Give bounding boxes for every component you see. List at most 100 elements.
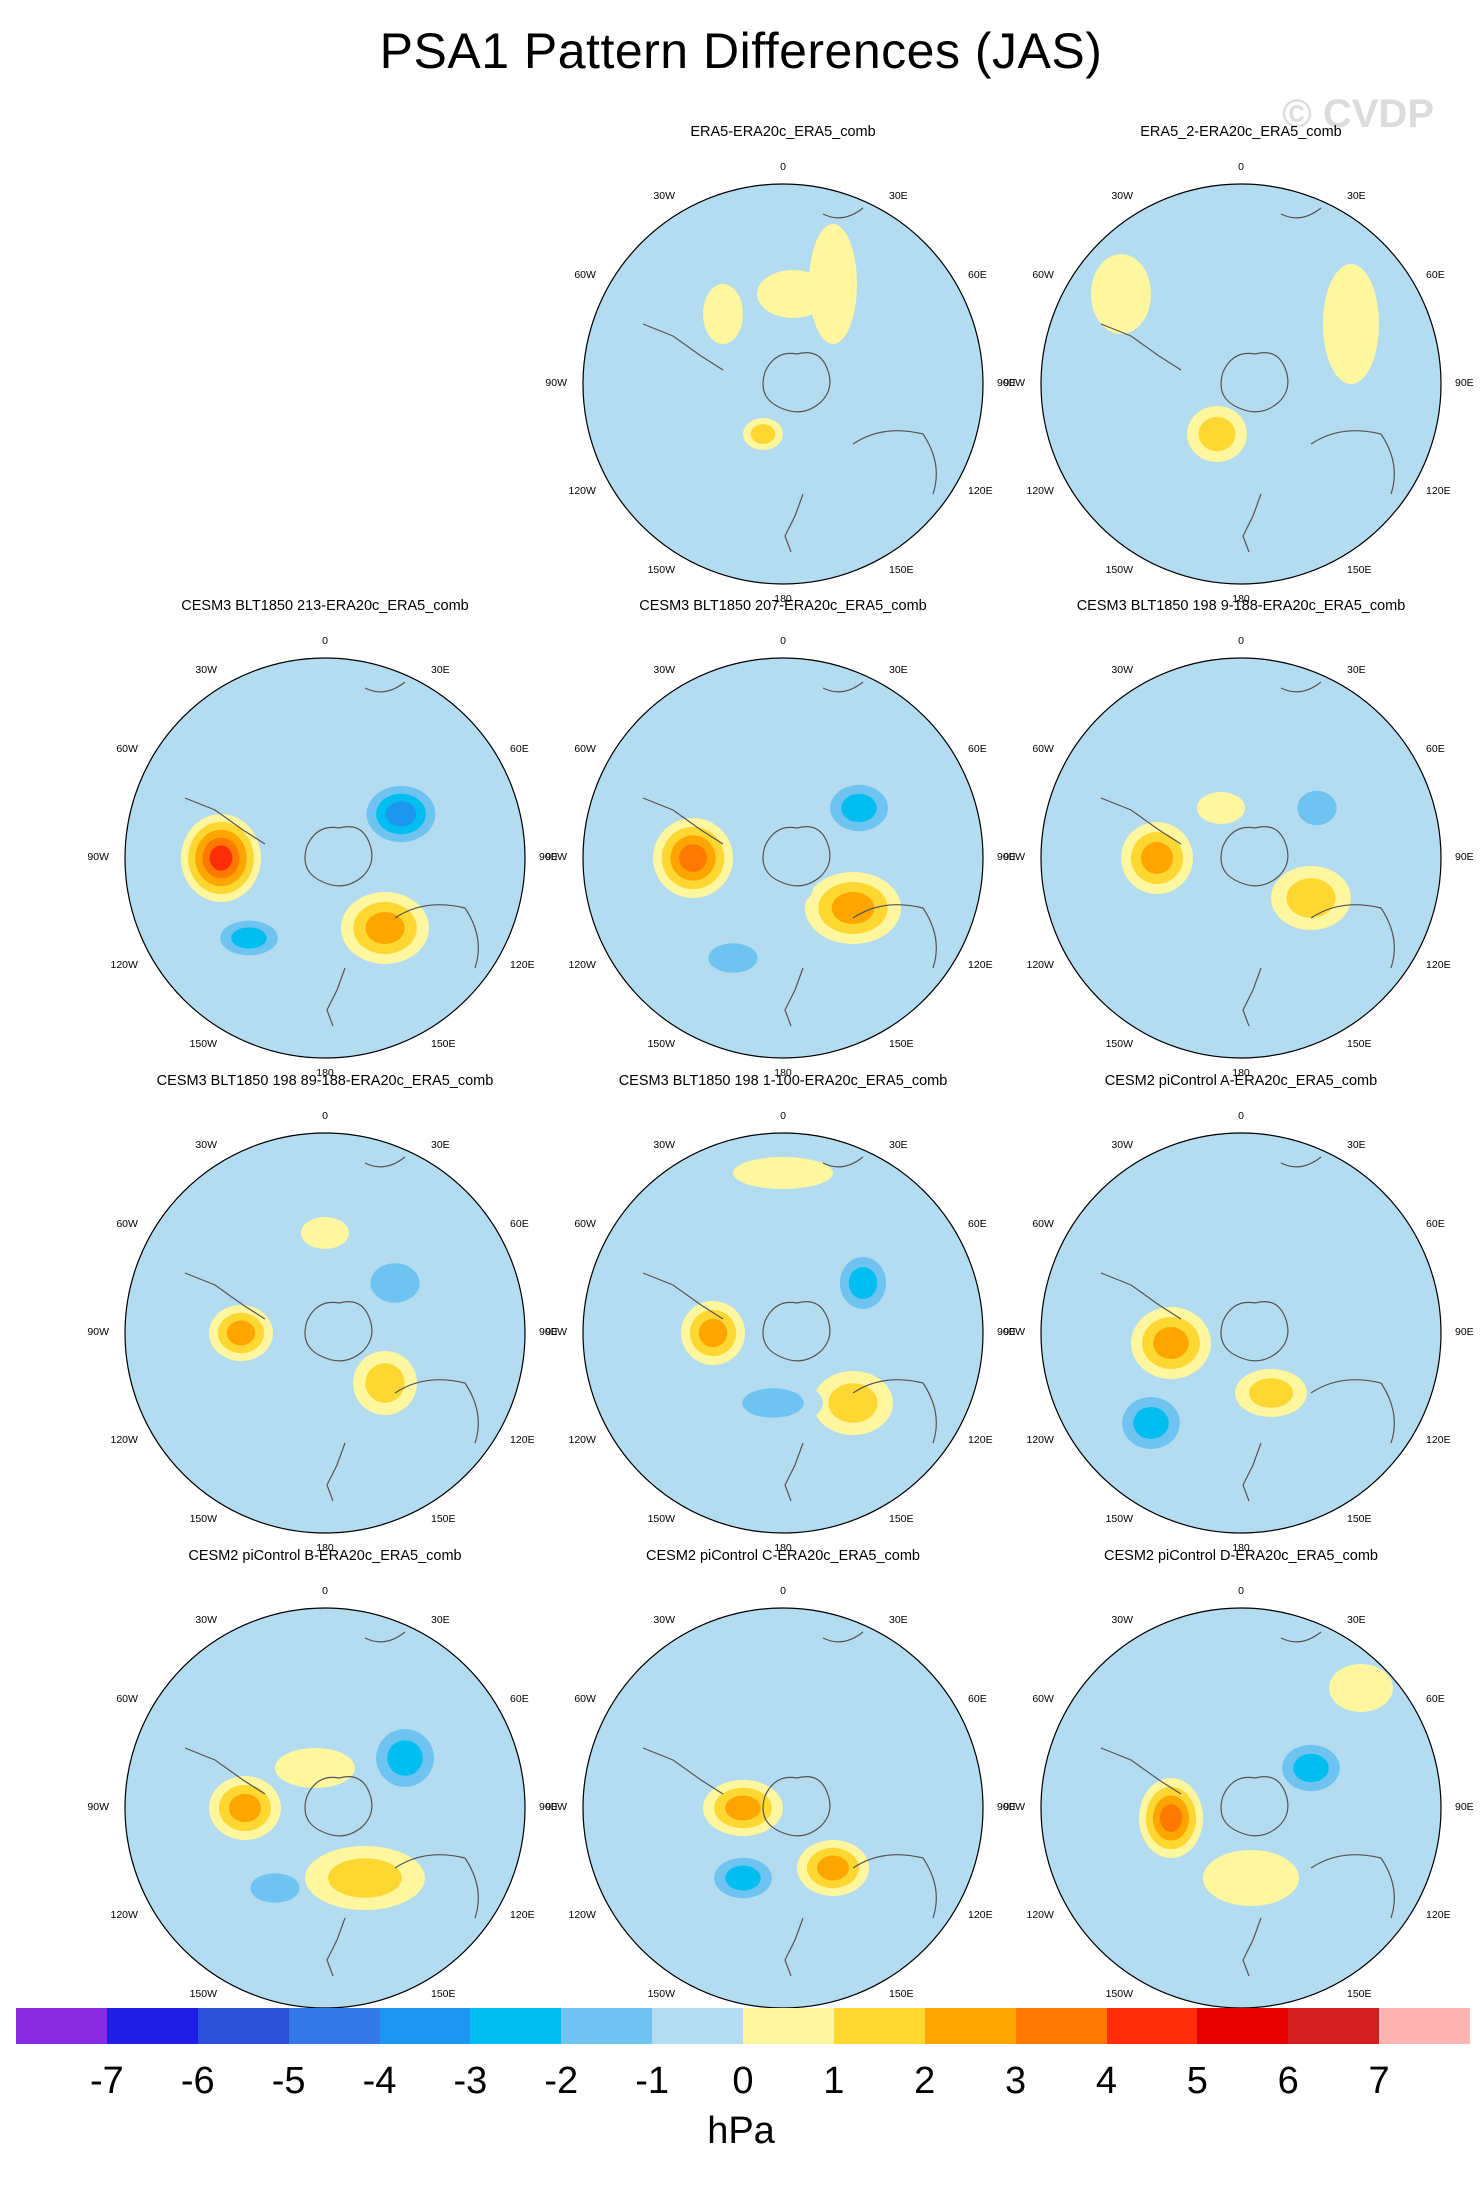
longitude-label: 30E <box>431 663 450 676</box>
longitude-label: 180 <box>774 1067 792 1079</box>
longitude-label: 150E <box>1347 1038 1372 1051</box>
longitude-label: 90E <box>997 377 1016 389</box>
longitude-label: 90W <box>1003 1801 1025 1813</box>
colorbar-tick-label: 5 <box>1186 2060 1208 2102</box>
longitude-label: 30E <box>889 1613 908 1626</box>
colorbar-tick-label: 4 <box>1095 2060 1118 2102</box>
longitude-label: 60W <box>1032 1693 1054 1705</box>
polar-map <box>582 1607 984 2009</box>
anomaly-contour <box>1157 914 1245 962</box>
longitude-label: 30E <box>1347 663 1366 676</box>
coastline <box>1100 207 1395 553</box>
map-border <box>1040 1132 1442 1534</box>
longitude-label: 90E <box>1455 1326 1474 1338</box>
longitude-label: 0 <box>322 1110 328 1122</box>
colorbar-swatch <box>379 2008 471 2044</box>
anomaly-contour <box>1159 1804 1183 1832</box>
longitude-label: 120E <box>510 959 535 971</box>
colorbar-swatch <box>1379 2008 1470 2044</box>
map-border <box>582 1132 984 1534</box>
colorbar-tick-label: -5 <box>271 2060 306 2102</box>
colorbar-swatch <box>1288 2008 1380 2044</box>
longitude-label: 60E <box>968 269 987 281</box>
longitude-label: 60W <box>574 1693 596 1705</box>
panel-title: CESM3 BLT1850 207-ERA20c_ERA5_comb <box>639 598 927 614</box>
longitude-label: 30E <box>889 189 908 202</box>
anomaly-contour <box>733 1157 833 1189</box>
panel-title: CESM3 BLT1850 198 9-188-ERA20c_ERA5_comb <box>1076 598 1406 614</box>
longitude-label: 150W <box>647 1038 675 1051</box>
anomaly-contour <box>698 1318 728 1348</box>
longitude-label: 90W <box>545 377 567 389</box>
anomaly-contour <box>265 758 305 798</box>
longitude-label: 120W <box>568 959 596 971</box>
longitude-label: 0 <box>1238 635 1244 647</box>
map-panel: CESM2 piControl D-ERA20c_ERA5_comb 0 30E 60… <box>1003 1548 1476 2029</box>
map-border <box>1040 657 1442 1059</box>
map-panel: CESM3 BLT1850 207-ERA20c_ERA5_comb 0 30E 60… <box>545 598 1018 1079</box>
longitude-label: 90E <box>1455 851 1474 863</box>
anomaly-contour <box>365 912 405 944</box>
anomaly-contour <box>773 872 813 904</box>
panel-title: CESM2 piControl C-ERA20c_ERA5_comb <box>646 1548 920 1564</box>
colorbar-tick-label: 2 <box>914 2060 936 2102</box>
anomaly-contour <box>1113 384 1169 464</box>
anomaly-contour <box>250 1873 300 1903</box>
longitude-label: 60E <box>510 1218 529 1230</box>
anomaly-contour <box>809 224 857 344</box>
polar-map <box>582 1132 984 1534</box>
coastline <box>1100 681 1395 1027</box>
longitude-label: 120W <box>1026 1434 1054 1446</box>
map-background <box>125 1133 525 1533</box>
longitude-label: 150W <box>189 1988 217 2001</box>
colorbar-swatch <box>561 2008 653 2044</box>
longitude-label: 120W <box>568 1909 596 1921</box>
polar-map <box>124 657 526 1059</box>
longitude-label: 0 <box>322 1585 328 1597</box>
longitude-label: 90E <box>539 1326 558 1338</box>
polar-map <box>124 1607 526 2009</box>
anomaly-contour <box>1133 1407 1169 1439</box>
longitude-label: 120E <box>1426 1434 1451 1446</box>
anomaly-contour <box>229 1793 261 1823</box>
map-background <box>583 658 983 1058</box>
anomaly-contour <box>1198 416 1236 452</box>
longitude-label: 60E <box>1426 1693 1445 1705</box>
longitude-label: 120W <box>1026 1909 1054 1921</box>
coastline <box>642 1156 937 1502</box>
anomaly-contour <box>828 1383 878 1423</box>
longitude-label: 30E <box>1347 1613 1366 1626</box>
anomaly-contour <box>328 1858 402 1898</box>
colorbar-tick-label: 1 <box>823 2060 845 2102</box>
coastline <box>184 1156 479 1502</box>
longitude-label: 150E <box>431 1988 456 2001</box>
colorbar-tick-label: -2 <box>544 2060 579 2102</box>
longitude-label: 0 <box>780 635 786 647</box>
polar-map <box>1040 1607 1442 2009</box>
longitude-label: 60W <box>116 1218 138 1230</box>
longitude-label: 180 <box>316 1542 334 1554</box>
longitude-label: 0 <box>322 635 328 647</box>
coastline <box>184 681 479 1027</box>
longitude-label: 60E <box>1426 1218 1445 1230</box>
panel-title: CESM3 BLT1850 198 89-188-ERA20c_ERA5_com… <box>156 1073 494 1089</box>
longitude-label: 120E <box>510 1909 535 1921</box>
anomaly-contour <box>1248 1378 1294 1408</box>
longitude-label: 150E <box>1347 1513 1372 1526</box>
colorbar-unit: hPa <box>707 2110 775 2152</box>
longitude-label: 120E <box>510 1434 535 1446</box>
anomaly-contour <box>1189 1199 1253 1247</box>
colorbar-tick-label: 7 <box>1368 2060 1390 2102</box>
longitude-label: 90W <box>545 1326 567 1338</box>
polar-map <box>1040 657 1442 1059</box>
longitude-label: 150E <box>1347 564 1372 577</box>
anomaly-contour <box>835 1740 891 1796</box>
map-background <box>125 1608 525 2008</box>
anomaly-contour <box>387 1740 423 1776</box>
longitude-label: 180 <box>1232 593 1250 605</box>
coastline <box>642 681 937 1027</box>
colorbar-tick-label: 6 <box>1277 2060 1299 2102</box>
longitude-label: 90E <box>997 851 1016 863</box>
anomaly-contour <box>226 1320 256 1346</box>
longitude-label: 30E <box>889 1138 908 1151</box>
